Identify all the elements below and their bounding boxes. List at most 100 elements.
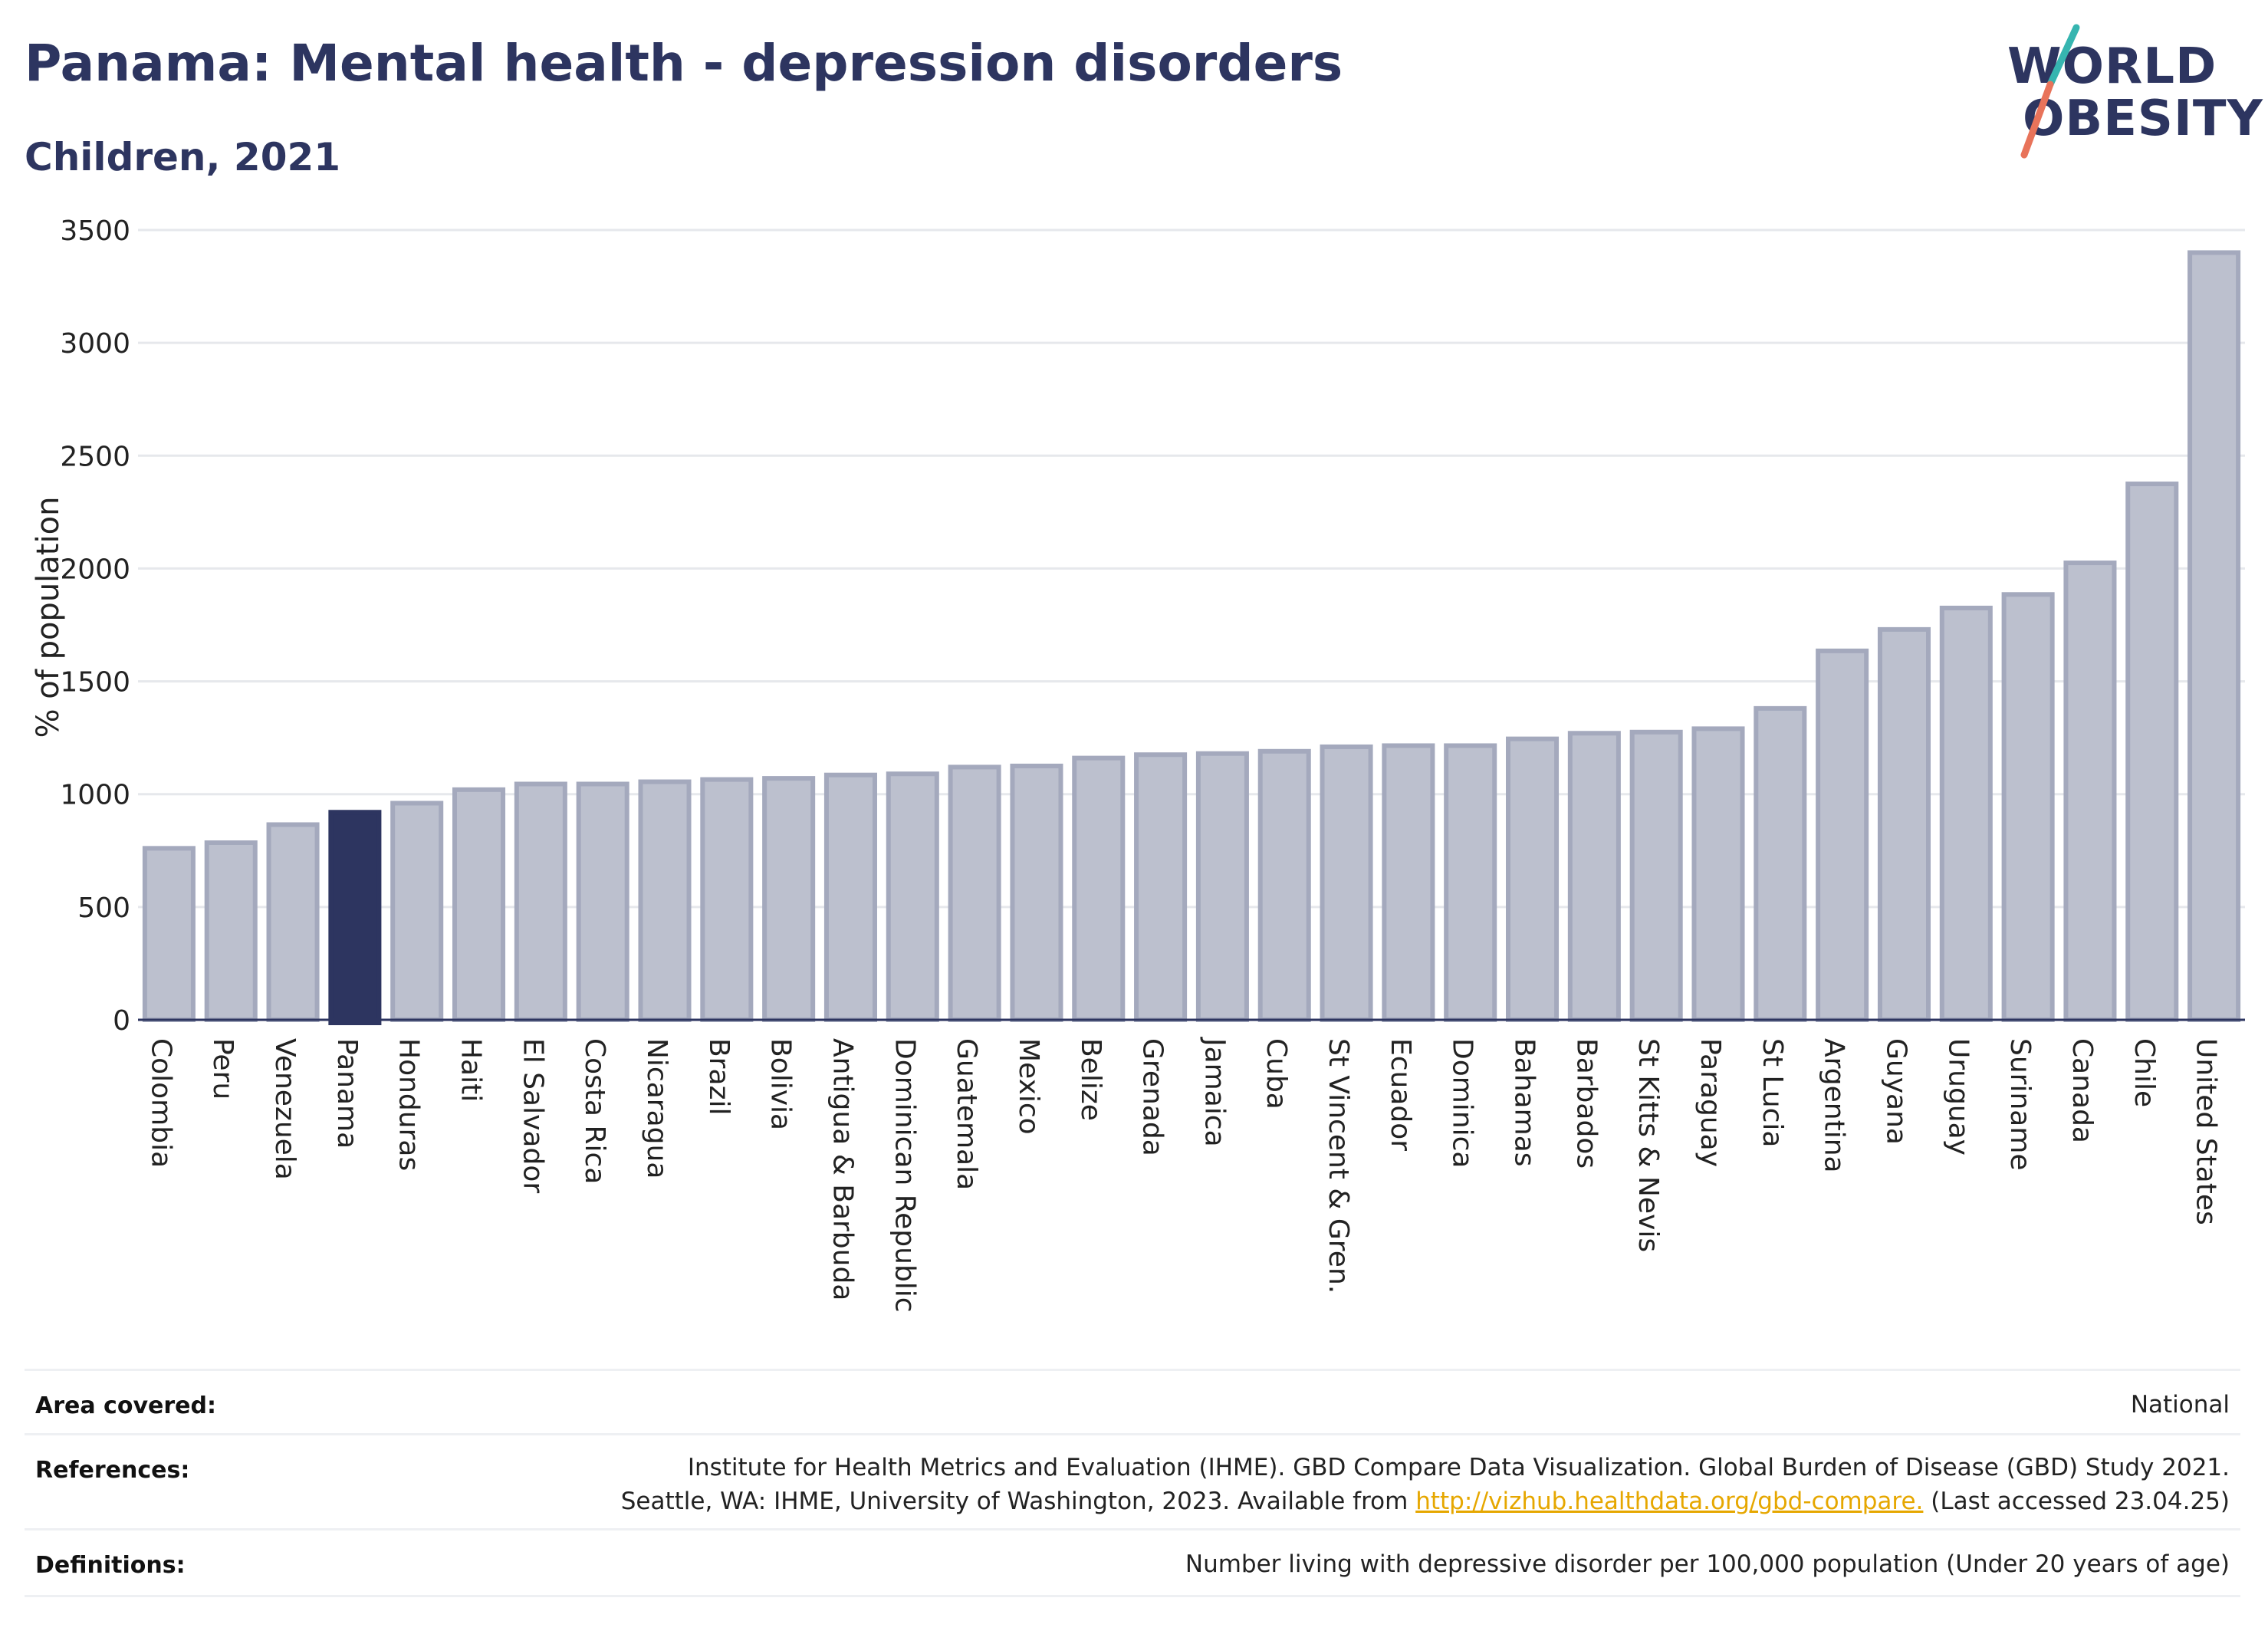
bar-st-lucia <box>1754 705 1807 1023</box>
area-covered-label: Area covered: <box>35 1392 216 1419</box>
chart-title: Panama: Mental health - depression disor… <box>25 34 1343 93</box>
chart-subtitle: Children, 2021 <box>25 135 341 179</box>
bar-barbados <box>1567 731 1621 1022</box>
bar-antigua-barbuda <box>823 772 877 1022</box>
x-tick-label: St Kitts & Nevis <box>1632 1038 1664 1252</box>
y-tick-label: 3000 <box>60 328 130 360</box>
bar-united-states <box>2187 250 2241 1022</box>
x-tick-label: Paraguay <box>1694 1038 1726 1167</box>
y-tick-label: 2500 <box>60 441 130 472</box>
x-tick-label: Grenada <box>1137 1038 1169 1156</box>
x-tick-label: Guatemala <box>951 1038 982 1190</box>
logo-slash-icon <box>2020 24 2080 159</box>
bar-dominica <box>1444 743 1497 1022</box>
references-line-1: Institute for Health Metrics and Evaluat… <box>687 1454 2230 1481</box>
bar-canada <box>2063 561 2117 1023</box>
y-tick-label: 3500 <box>60 215 130 247</box>
y-tick-label: 0 <box>113 1005 130 1037</box>
bar-belize <box>1072 755 1126 1023</box>
x-tick-label: Guyana <box>1880 1038 1911 1145</box>
y-axis: 0 500 1000 1500 2000 2500 3000 3500 <box>60 215 130 1037</box>
bar-chile <box>2125 482 2179 1023</box>
bar-haiti <box>452 787 506 1022</box>
definitions-label: Definitions: <box>35 1552 186 1579</box>
x-tick-label: Jamaica <box>1198 1037 1230 1147</box>
x-tick-label: Cuba <box>1261 1038 1292 1110</box>
x-tick-label: Uruguay <box>1942 1038 1974 1156</box>
logo-text-world: WORLD <box>2007 38 2217 95</box>
y-tick-label: 1500 <box>60 667 130 699</box>
bar-ecuador <box>1382 743 1435 1022</box>
bar-venezuela <box>266 822 320 1023</box>
bar-uruguay <box>1939 605 1993 1022</box>
y-axis-label: % of population <box>31 497 66 738</box>
bar-nicaragua <box>638 779 692 1022</box>
definitions-value: Number living with depressive disorder p… <box>1185 1550 2230 1578</box>
bar-bolivia <box>762 776 816 1022</box>
world-obesity-logo: WORLD OBESITY <box>2001 23 2263 161</box>
x-tick-label: Brazil <box>703 1038 735 1115</box>
y-tick-label: 1000 <box>60 780 130 811</box>
x-tick-label: Peru <box>207 1038 238 1100</box>
references-link[interactable]: http://vizhub.healthdata.org/gbd-compare… <box>1415 1488 1924 1515</box>
bar-el-salvador <box>514 781 567 1022</box>
references-label: References: <box>35 1457 190 1484</box>
bar-paraguay <box>1691 726 1745 1022</box>
bar-costa-rica <box>576 781 629 1022</box>
x-axis: Colombia Peru Venezuela Panama Honduras Haiti… <box>138 1018 2245 1313</box>
references-line-2-prefix: Seattle, WA: IHME, University of Washing… <box>620 1488 1408 1515</box>
meta-row-references: References: Institute for Health Metrics… <box>25 1433 2240 1530</box>
y-tick-label: 500 <box>77 893 130 924</box>
bar-cuba <box>1257 748 1311 1022</box>
x-tick-label: Barbados <box>1570 1038 1602 1169</box>
x-tick-label: Argentina <box>1819 1038 1850 1173</box>
bar-peru <box>204 840 258 1022</box>
x-tick-label: Ecuador <box>1385 1038 1416 1151</box>
x-tick-label: Bolivia <box>765 1038 797 1130</box>
x-tick-label: Canada <box>2066 1038 2098 1143</box>
x-tick-label: Chile <box>2128 1038 2160 1107</box>
bar-grenada <box>1134 752 1188 1022</box>
x-tick-label: St Vincent & Gren. <box>1323 1038 1354 1294</box>
x-tick-label: Honduras <box>393 1038 425 1171</box>
bar-bahamas <box>1506 736 1560 1022</box>
bar-guatemala <box>948 764 1001 1023</box>
references-line-2: Seattle, WA: IHME, University of Washing… <box>621 1484 2230 1518</box>
x-tick-label: Mexico <box>1013 1038 1044 1135</box>
x-tick-label: St Lucia <box>1757 1038 1788 1148</box>
area-covered-value: National <box>2130 1391 2230 1419</box>
x-tick-label: Dominican Republic <box>889 1038 920 1313</box>
references-value: Institute for Health Metrics and Evaluat… <box>621 1451 2230 1518</box>
meta-row-area: Area covered: National <box>25 1369 2240 1435</box>
logo-text-obesity: OBESITY <box>2023 90 2263 147</box>
bar-jamaica <box>1195 751 1249 1022</box>
bar-suriname <box>2001 592 2055 1022</box>
bar-colombia <box>142 846 196 1022</box>
x-tick-label: Suriname <box>2004 1038 2036 1171</box>
x-tick-label: Antigua & Barbuda <box>827 1038 858 1300</box>
bar-panama <box>328 810 382 1025</box>
x-tick-label: Colombia <box>145 1038 176 1168</box>
x-tick-label: Panama <box>331 1038 363 1149</box>
bar-brazil <box>700 777 754 1022</box>
bars <box>142 250 2241 1025</box>
x-tick-label: Bahamas <box>1509 1038 1540 1167</box>
bar-guyana <box>1877 626 1931 1023</box>
x-tick-label: Venezuela <box>269 1038 301 1180</box>
bar-st-vincent-gren- <box>1320 744 1373 1023</box>
bar-chart: 0 500 1000 1500 2000 2500 3000 3500 Colombia Per… <box>31 215 2245 1313</box>
bar-mexico <box>1010 763 1063 1023</box>
bar-argentina <box>1816 648 1869 1022</box>
x-tick-label: Costa Rica <box>579 1038 610 1184</box>
bar-dominican-republic <box>886 771 939 1022</box>
x-tick-label: Nicaragua <box>641 1038 672 1179</box>
references-line-2-suffix: (Last accessed 23.04.25) <box>1931 1488 2230 1515</box>
x-tick-label: United States <box>2191 1038 2222 1225</box>
x-tick-label: Haiti <box>455 1038 487 1102</box>
meta-row-definitions: Definitions: Number living with depressi… <box>25 1528 2240 1597</box>
y-tick-label: 2000 <box>60 554 130 585</box>
x-tick-label: Belize <box>1075 1038 1106 1121</box>
bar-st-kitts-nevis <box>1629 729 1683 1022</box>
x-tick-label: El Salvador <box>517 1038 548 1193</box>
x-tick-label: Dominica <box>1447 1038 1478 1169</box>
